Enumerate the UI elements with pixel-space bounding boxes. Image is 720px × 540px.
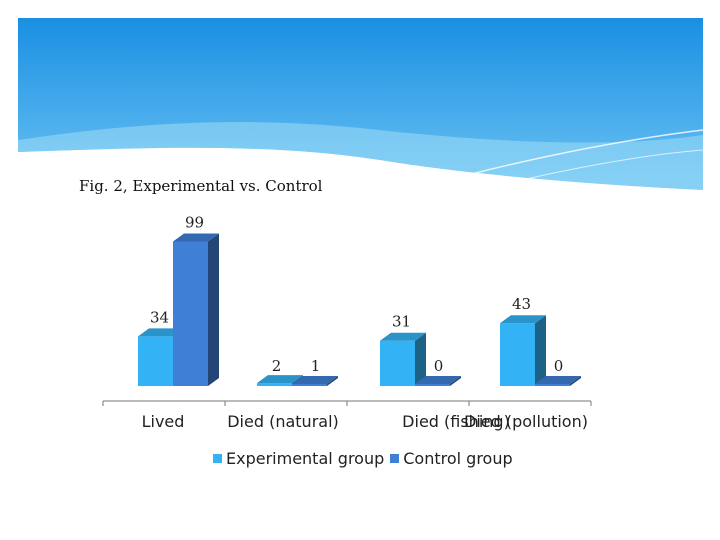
category-label-0: Lived — [142, 412, 185, 431]
legend-label-experimental: Experimental group — [226, 449, 385, 468]
value-label-control-0: 99 — [185, 213, 204, 231]
legend-item-control: Control group — [390, 449, 513, 468]
bar-control-1 — [292, 376, 338, 386]
bar-experimental-3 — [500, 315, 546, 386]
value-label-experimental-3: 43 — [512, 295, 531, 313]
value-label-experimental-0: 34 — [150, 308, 169, 326]
bar-control-0 — [173, 233, 219, 386]
category-label-3: Died (pollution) — [464, 412, 588, 431]
value-label-control-1: 1 — [311, 357, 321, 375]
chart-title: Fig. 2, Experimental vs. Control — [79, 177, 323, 195]
header-swoosh-line — [429, 129, 704, 186]
category-label-1: Died (natural) — [227, 412, 339, 431]
legend-item-experimental: Experimental group — [213, 449, 384, 468]
bar-experimental-2 — [380, 332, 426, 386]
bar-control-3 — [535, 376, 581, 386]
slide-header-banner — [18, 18, 704, 191]
category-label-2: Died (fishing) — [402, 412, 510, 431]
value-label-experimental-2: 31 — [392, 313, 411, 331]
chart-legend: Experimental group Control group — [213, 449, 513, 468]
value-label-control-2: 0 — [434, 357, 444, 375]
legend-swatch-control — [390, 454, 400, 463]
header-swoosh-line-2 — [479, 149, 704, 191]
header-wave-light — [18, 121, 703, 190]
legend-label-control: Control group — [403, 449, 513, 468]
bar-control-2 — [415, 376, 461, 386]
value-label-control-3: 0 — [554, 357, 564, 375]
legend-swatch-experimental — [213, 454, 222, 463]
value-label-experimental-1: 2 — [272, 357, 282, 375]
